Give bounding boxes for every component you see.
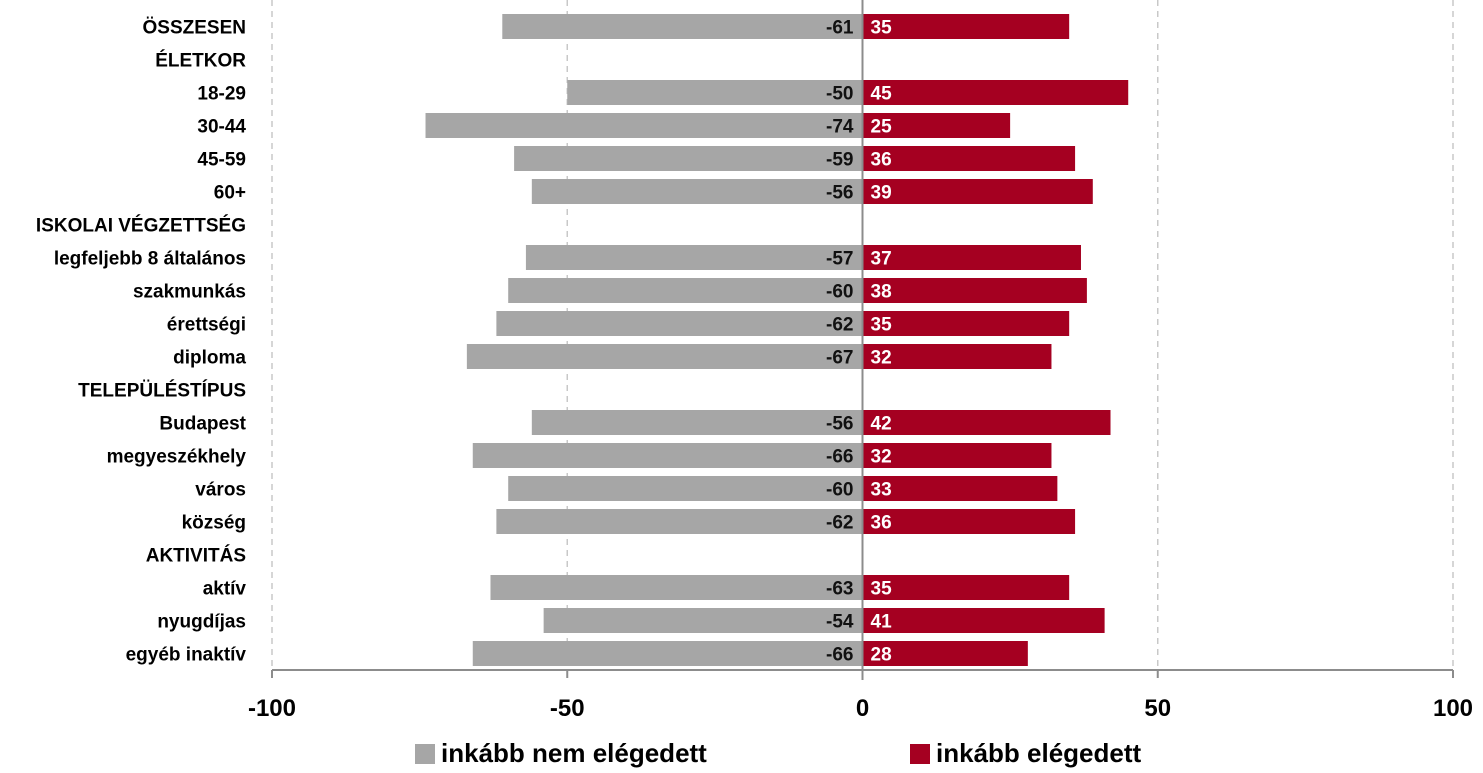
data-label-satisfied: 35 xyxy=(871,579,893,600)
data-label-not-satisfied: -59 xyxy=(826,150,853,171)
category-label: megyeszékhely xyxy=(107,447,247,468)
data-label-satisfied: 32 xyxy=(871,348,892,369)
bar-satisfied xyxy=(862,344,1052,369)
data-label-not-satisfied: -62 xyxy=(826,513,853,534)
bar-satisfied xyxy=(862,311,1070,336)
data-label-not-satisfied: -66 xyxy=(826,645,853,666)
bar-satisfied xyxy=(862,509,1076,534)
bar-satisfied xyxy=(862,608,1105,633)
data-label-not-satisfied: -56 xyxy=(826,183,853,204)
category-label: 60+ xyxy=(214,183,246,204)
data-label-not-satisfied: -63 xyxy=(826,579,853,600)
legend-label-not-satisfied: inkább nem elégedett xyxy=(441,738,707,768)
category-label: egyéb inaktív xyxy=(126,645,247,666)
bar-not-satisfied xyxy=(490,575,863,600)
bar-satisfied xyxy=(862,80,1129,105)
legend-swatch-not-satisfied xyxy=(415,743,435,764)
category-label: ÖSSZESEN xyxy=(143,18,246,39)
bar-not-satisfied xyxy=(502,14,863,39)
category-label: legfeljebb 8 általános xyxy=(54,249,246,270)
legend: inkább nem elégedett inkább elégedett xyxy=(0,738,1483,772)
data-label-satisfied: 36 xyxy=(871,513,892,534)
data-label-satisfied: 33 xyxy=(871,480,892,501)
data-label-satisfied: 42 xyxy=(871,414,892,435)
category-label: község xyxy=(182,513,246,534)
bar-not-satisfied xyxy=(496,311,863,336)
data-label-not-satisfied: -66 xyxy=(826,447,853,468)
data-label-not-satisfied: -57 xyxy=(826,249,853,270)
data-label-satisfied: 25 xyxy=(871,117,893,138)
bar-not-satisfied xyxy=(425,113,863,138)
category-label: 18-29 xyxy=(197,84,246,105)
bar-satisfied xyxy=(862,278,1087,303)
data-label-not-satisfied: -54 xyxy=(826,612,854,633)
legend-item-not-satisfied: inkább nem elégedett xyxy=(415,738,707,769)
bar-not-satisfied xyxy=(567,80,863,105)
bar-not-satisfied xyxy=(543,608,863,633)
bar-satisfied xyxy=(862,575,1070,600)
bar-satisfied xyxy=(862,476,1058,501)
category-label: 30-44 xyxy=(197,117,246,138)
bar-satisfied xyxy=(862,443,1052,468)
data-label-satisfied: 28 xyxy=(871,645,892,666)
data-label-not-satisfied: -62 xyxy=(826,315,853,336)
bar-satisfied xyxy=(862,14,1070,39)
bar-satisfied xyxy=(862,179,1093,204)
bar-not-satisfied xyxy=(525,245,863,270)
bar-not-satisfied xyxy=(531,179,863,204)
legend-label-satisfied: inkább elégedett xyxy=(936,738,1142,768)
category-label: szakmunkás xyxy=(133,282,246,303)
bar-not-satisfied xyxy=(514,146,863,171)
bar-not-satisfied xyxy=(472,641,863,666)
bar-not-satisfied xyxy=(531,410,863,435)
data-label-satisfied: 39 xyxy=(871,183,892,204)
category-label: ÉLETKOR xyxy=(155,50,246,72)
bar-satisfied xyxy=(862,641,1028,666)
x-tick-label: 100 xyxy=(1433,695,1473,722)
bar-satisfied xyxy=(862,410,1111,435)
data-label-not-satisfied: -67 xyxy=(826,348,853,369)
bar-not-satisfied xyxy=(508,476,863,501)
data-label-satisfied: 35 xyxy=(871,18,893,39)
data-label-satisfied: 45 xyxy=(871,84,893,105)
category-label: diploma xyxy=(173,348,246,369)
bar-not-satisfied xyxy=(466,344,863,369)
data-label-not-satisfied: -56 xyxy=(826,414,853,435)
bar-not-satisfied xyxy=(472,443,863,468)
data-label-satisfied: 36 xyxy=(871,150,892,171)
x-tick-label: -100 xyxy=(248,695,296,722)
data-label-satisfied: 38 xyxy=(871,282,892,303)
data-label-satisfied: 32 xyxy=(871,447,892,468)
data-label-not-satisfied: -60 xyxy=(826,282,853,303)
legend-item-satisfied: inkább elégedett xyxy=(910,738,1141,769)
bar-not-satisfied xyxy=(496,509,863,534)
data-label-satisfied: 35 xyxy=(871,315,893,336)
category-label: nyugdíjas xyxy=(157,612,246,633)
category-label: aktív xyxy=(203,579,247,600)
data-label-not-satisfied: -60 xyxy=(826,480,853,501)
bar-not-satisfied xyxy=(508,278,863,303)
category-label: város xyxy=(195,480,246,501)
category-label: TELEPÜLÉSTÍPUS xyxy=(78,380,246,402)
data-label-not-satisfied: -74 xyxy=(826,117,854,138)
data-label-satisfied: 41 xyxy=(871,612,893,633)
data-label-not-satisfied: -61 xyxy=(826,18,854,39)
chart: -61 -50 -74 -59 -56 -57 -60 -62 -67 -56 -66 -60 -62 -… xyxy=(36,0,1473,722)
x-tick-label: 0 xyxy=(856,695,869,722)
legend-swatch-satisfied xyxy=(910,743,930,764)
x-tick-label: -50 xyxy=(550,695,585,722)
bar-satisfied xyxy=(862,245,1081,270)
category-label: érettségi xyxy=(167,315,246,336)
bar-satisfied xyxy=(862,113,1011,138)
category-label: Budapest xyxy=(159,414,246,435)
category-label: AKTIVITÁS xyxy=(146,545,246,567)
data-label-satisfied: 37 xyxy=(871,249,892,270)
category-label: 45-59 xyxy=(197,150,246,171)
category-label: ISKOLAI VÉGZETTSÉG xyxy=(36,215,246,237)
x-tick-label: 50 xyxy=(1144,695,1171,722)
bar-satisfied xyxy=(862,146,1076,171)
data-label-not-satisfied: -50 xyxy=(826,84,853,105)
